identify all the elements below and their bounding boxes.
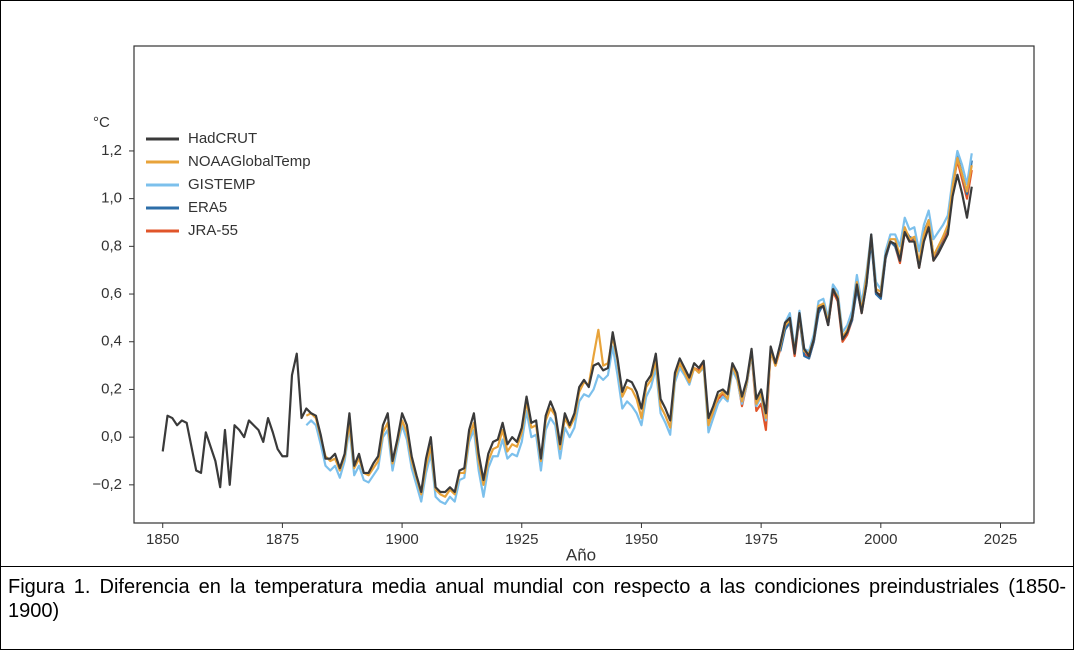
y-axis-label: °C — [93, 114, 110, 131]
x-tick-label: 1850 — [146, 531, 179, 548]
legend-label: JRA-55 — [188, 222, 238, 239]
series-line — [161, 173, 973, 494]
y-tick-label: 0,6 — [101, 285, 122, 302]
legend-label: HadCRUT — [188, 130, 257, 147]
y-tick-label: −0,2 — [92, 476, 122, 493]
legend-label: ERA5 — [188, 199, 227, 216]
y-tick-label: 1,2 — [101, 142, 122, 159]
plot-frame — [133, 45, 1035, 524]
x-axis-label: Año — [566, 545, 596, 564]
series-line — [305, 149, 973, 506]
x-tick-label: 2000 — [864, 531, 897, 548]
y-tick-label: 1,0 — [101, 190, 122, 207]
legend-label: GISTEMP — [188, 176, 256, 193]
x-tick-label: 1875 — [266, 531, 299, 548]
caption: Figura 1. Diferencia en la temperatura m… — [1, 566, 1073, 623]
x-tick-label: 1900 — [385, 531, 418, 548]
x-tick-label: 2025 — [984, 531, 1017, 548]
x-tick-label: 1925 — [505, 531, 538, 548]
legend-label: NOAAGlobalTemp — [188, 153, 311, 170]
chart: °C Año −0,2 0,0 0,2 0,4 0,6 0,8 1,0 1,2 1850 1875… — [92, 45, 1035, 564]
series-line — [305, 157, 973, 498]
y-tick-label: 0,2 — [101, 380, 122, 397]
x-tick-label: 1950 — [625, 531, 658, 548]
series-line — [779, 154, 973, 360]
y-tick-label: 0,4 — [101, 333, 122, 350]
y-tick-label: 0,8 — [101, 237, 122, 254]
y-tick-label: 0,0 — [101, 428, 122, 445]
x-tick-label: 1975 — [744, 531, 777, 548]
